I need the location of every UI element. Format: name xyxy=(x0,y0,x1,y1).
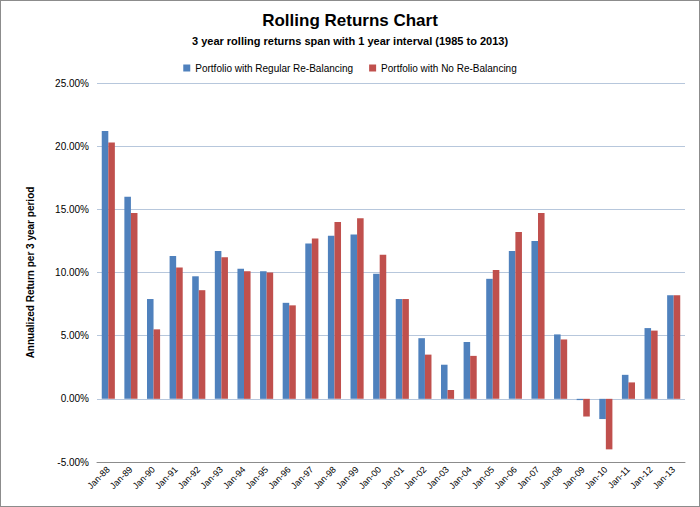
svg-text:Jan-92: Jan-92 xyxy=(176,464,203,491)
svg-text:3 year rolling returns span wi: 3 year rolling returns span with 1 year … xyxy=(192,35,508,47)
svg-text:Jan-96: Jan-96 xyxy=(266,464,293,491)
svg-text:Jan-07: Jan-07 xyxy=(515,464,542,491)
svg-text:Jan-88: Jan-88 xyxy=(85,464,112,491)
svg-text:Jan-11: Jan-11 xyxy=(606,464,632,490)
svg-text:0.00%: 0.00% xyxy=(61,393,89,404)
svg-text:Rolling Returns Chart: Rolling Returns Chart xyxy=(262,11,438,30)
svg-text:Jan-12: Jan-12 xyxy=(628,464,655,491)
svg-text:Jan-99: Jan-99 xyxy=(334,464,361,491)
svg-text:5.00%: 5.00% xyxy=(61,330,89,341)
svg-text:25.00%: 25.00% xyxy=(55,78,89,89)
svg-text:Jan-09: Jan-09 xyxy=(560,464,587,491)
svg-text:Jan-98: Jan-98 xyxy=(311,464,338,491)
svg-text:Jan-01: Jan-01 xyxy=(379,464,406,491)
svg-text:20.00%: 20.00% xyxy=(55,141,89,152)
svg-text:Annualized Return per 3 year p: Annualized Return per 3 year period xyxy=(25,187,36,359)
svg-text:Jan-03: Jan-03 xyxy=(425,464,452,491)
svg-text:Jan-04: Jan-04 xyxy=(447,464,474,491)
svg-text:Jan-02: Jan-02 xyxy=(402,464,429,491)
svg-text:Jan-94: Jan-94 xyxy=(221,464,248,491)
svg-text:10.00%: 10.00% xyxy=(55,267,89,278)
svg-text:15.00%: 15.00% xyxy=(55,204,89,215)
svg-text:Jan-91: Jan-91 xyxy=(153,464,180,491)
svg-text:Jan-10: Jan-10 xyxy=(583,464,610,491)
svg-text:Jan-13: Jan-13 xyxy=(651,464,678,491)
svg-text:Portfolio with Regular Re-Bala: Portfolio with Regular Re-Balancing xyxy=(195,63,353,74)
svg-text:Jan-05: Jan-05 xyxy=(470,464,497,491)
svg-text:Jan-97: Jan-97 xyxy=(289,464,316,491)
svg-text:Jan-95: Jan-95 xyxy=(244,464,271,491)
svg-text:Jan-08: Jan-08 xyxy=(538,464,565,491)
svg-text:Jan-93: Jan-93 xyxy=(198,464,225,491)
svg-text:Portfolio with No Re-Balancing: Portfolio with No Re-Balancing xyxy=(381,63,517,74)
svg-text:Jan-90: Jan-90 xyxy=(131,464,158,491)
svg-text:Jan-06: Jan-06 xyxy=(492,464,519,491)
svg-text:-5.00%: -5.00% xyxy=(57,457,89,468)
svg-text:Jan-00: Jan-00 xyxy=(357,464,384,491)
svg-text:Jan-89: Jan-89 xyxy=(108,464,135,491)
